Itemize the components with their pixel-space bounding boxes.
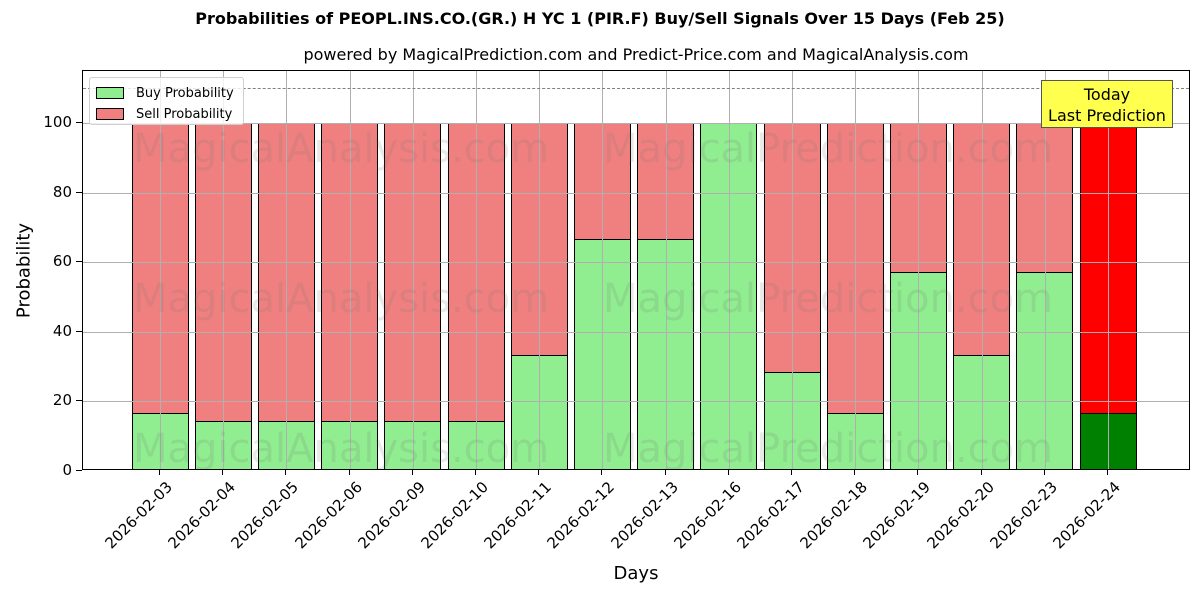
sell-swatch-icon [96,108,124,120]
today-annotation: Today Last Prediction [1041,80,1173,128]
legend-item-sell: Sell Probability [96,106,232,122]
y-tick-label: 80 [52,182,72,201]
x-tick [222,470,224,475]
legend-item-buy: Buy Probability [96,85,234,101]
legend: Buy Probability Sell Probability [89,77,244,125]
y-tick [76,400,82,402]
gridline-horizontal [83,401,1189,403]
x-tick [664,470,666,475]
x-tick [1107,470,1108,475]
y-tick [76,261,82,263]
reference-line-110 [83,88,1189,90]
x-tick [285,470,287,475]
plot-area: Buy Probability Sell Probability Today L… [82,70,1190,470]
gridline-vertical [412,71,414,469]
x-tick [854,470,856,475]
annotation-line-2: Last Prediction [1048,106,1166,125]
gridline-vertical [918,71,920,469]
x-tick-label: 2026-02-24 [1049,478,1124,553]
x-axis-title: Days [613,563,659,584]
x-tick-label: 2026-02-04 [164,478,240,553]
buy-swatch-icon [96,87,124,99]
x-tick-label: 2026-02-23 [986,478,1061,553]
y-tick [76,470,82,471]
legend-label-buy: Buy Probability [136,85,234,101]
gridline-vertical [349,71,351,469]
x-tick-label: 2026-02-09 [354,478,429,553]
x-tick [159,470,160,475]
x-tick-label: 2026-02-17 [733,478,808,553]
y-tick-label: 20 [52,391,72,410]
x-tick [791,470,792,475]
gridline-vertical [728,71,730,469]
y-tick-label: 60 [52,252,72,271]
gridline-horizontal [83,192,1189,194]
chart-subtitle: powered by MagicalPrediction.com and Pre… [303,45,969,64]
legend-label-sell: Sell Probability [136,106,233,122]
gridline-vertical [223,71,225,469]
x-tick [727,470,729,475]
gridline-vertical [981,71,983,469]
gridline-vertical [665,71,667,469]
x-tick-label: 2026-02-18 [796,478,872,553]
gridline-vertical [602,71,604,469]
gridline-horizontal [83,123,1189,125]
x-tick [917,470,919,475]
gridline-horizontal [83,262,1189,264]
x-tick-label: 2026-02-12 [543,478,619,553]
x-tick [980,470,982,475]
gridline-vertical [1108,71,1109,469]
x-tick-label: 2026-02-05 [227,478,303,553]
y-axis-title: Probability [13,222,35,319]
x-tick [1043,470,1045,475]
y-tick [76,122,82,124]
gridline-vertical [286,71,288,469]
x-tick-label: 2026-02-19 [859,478,935,553]
x-tick [538,470,540,475]
chart-title: Probabilities of PEOPL.INS.CO.(GR.) H YC… [195,9,1005,28]
gridline-vertical [855,71,857,469]
x-tick [348,470,350,475]
x-tick-label: 2026-02-10 [417,478,492,553]
y-tick-label: 100 [43,113,72,132]
y-tick [76,330,82,332]
x-tick [601,470,603,475]
x-tick-label: 2026-02-13 [607,478,682,553]
x-tick-label: 2026-02-06 [291,478,366,553]
x-tick-label: 2026-02-03 [101,478,176,553]
x-tick-label: 2026-02-16 [670,478,745,553]
gridline-horizontal [83,331,1189,333]
y-tick-label: 0 [62,461,72,479]
y-tick [76,191,82,193]
gridline-vertical [792,71,793,469]
annotation-line-1: Today [1083,85,1131,104]
x-tick-label: 2026-02-20 [923,478,998,553]
x-tick [411,470,413,475]
gridline-vertical [160,71,161,469]
gridline-vertical [476,71,477,469]
x-tick [475,470,476,475]
gridline-vertical [1044,71,1046,469]
gridline-vertical [539,71,541,469]
x-tick-label: 2026-02-11 [480,478,556,553]
y-tick-label: 40 [52,321,72,340]
